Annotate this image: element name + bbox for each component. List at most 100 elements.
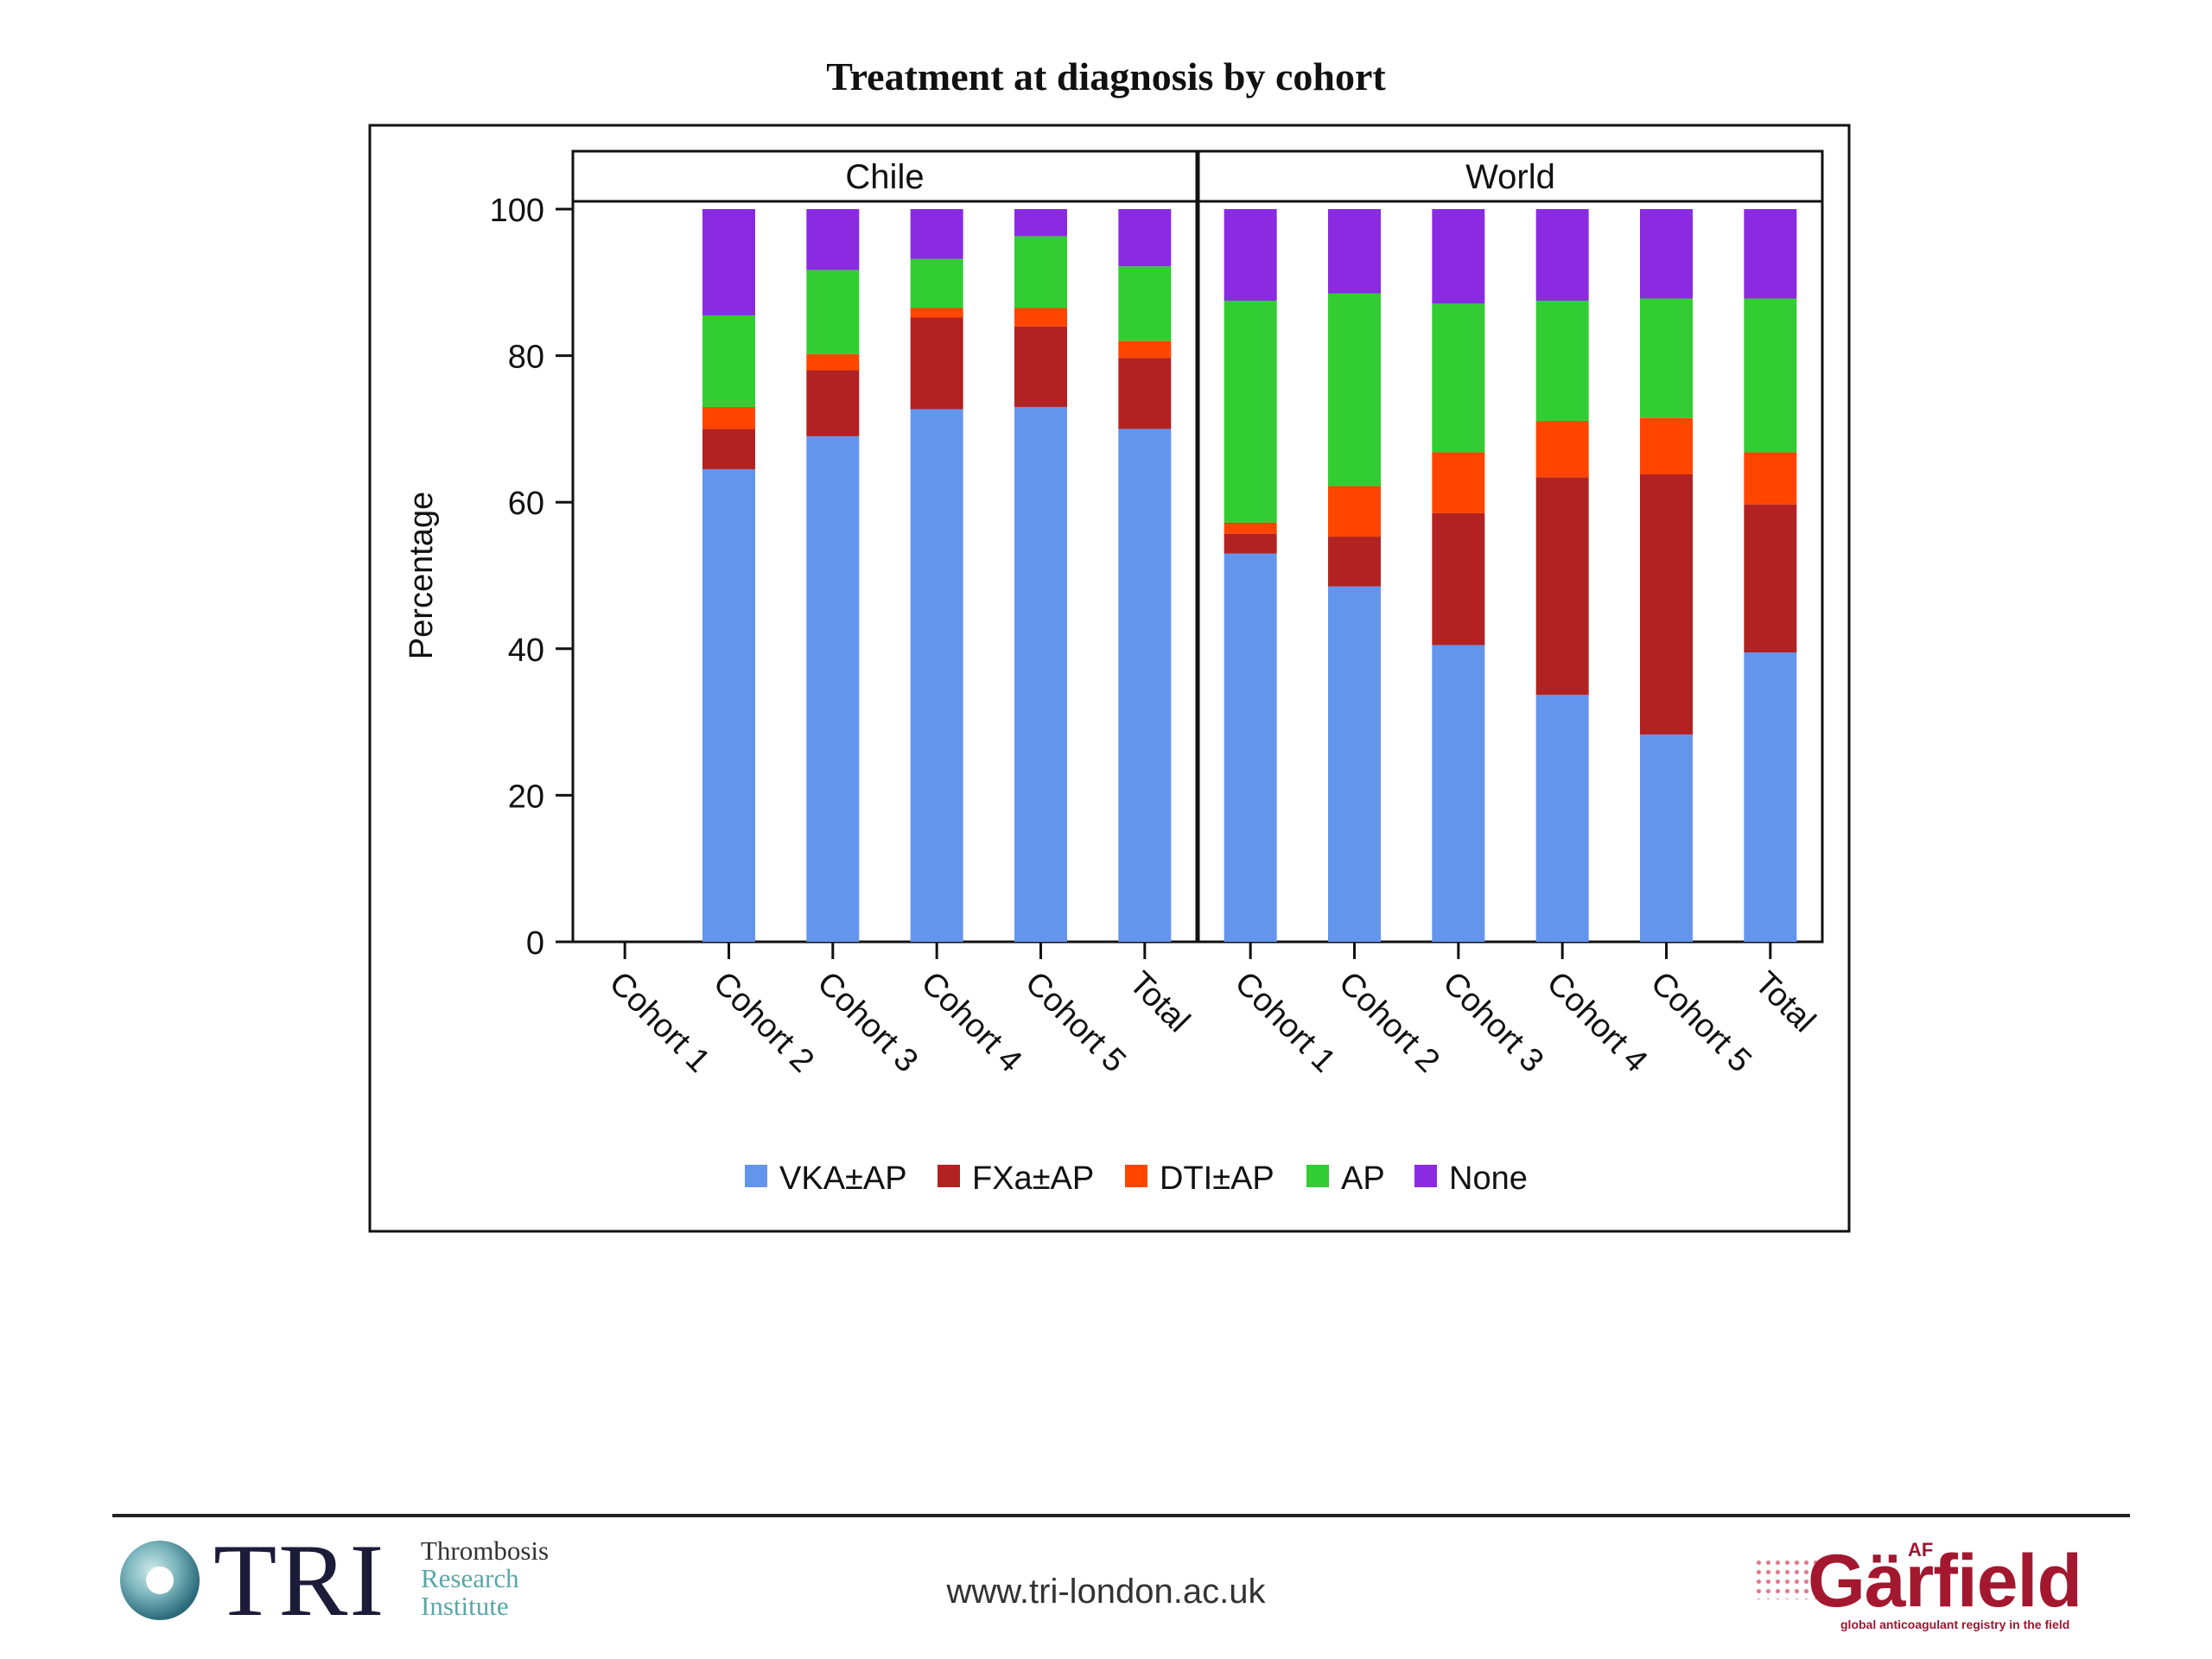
bar-segment: [1432, 209, 1485, 304]
y-tick-label: 80: [508, 340, 544, 376]
bar-segment: [702, 469, 755, 942]
garfield-tagline: global anticoagulant registry in the fie…: [1840, 1618, 2070, 1631]
bar-segment: [910, 317, 963, 410]
bar-segment: [806, 370, 860, 436]
x-tick-label: Cohort 2: [706, 965, 821, 1080]
garfield-logo: AF Gärfield global anticoagulant registr…: [1754, 1534, 2117, 1637]
tri-logo: TRI Thrombosis Research Institute: [117, 1529, 566, 1642]
bar-segment: [1744, 452, 1797, 505]
bar-segment: [910, 308, 963, 318]
bar-segment: [702, 406, 755, 429]
garfield-af-prefix: AF: [1908, 1539, 1934, 1560]
legend-swatch: [1306, 1165, 1329, 1187]
bar-segment: [1432, 452, 1485, 513]
bar-segment: [1744, 652, 1797, 942]
chart-title: Treatment at diagnosis by cohort: [826, 54, 1386, 99]
legend-label: DTI±AP: [1160, 1160, 1274, 1197]
bar-segment: [1432, 303, 1485, 453]
x-tick-label: Cohort 5: [1643, 965, 1758, 1080]
bar-segment: [1118, 209, 1172, 267]
bar-segment: [1535, 301, 1589, 422]
bar-segment: [1328, 209, 1381, 294]
tri-subtitle-line: Thrombosis: [421, 1535, 550, 1566]
x-tick-label: Cohort 4: [1540, 965, 1655, 1080]
bar-segment: [1224, 522, 1277, 534]
bar-segment: [1744, 504, 1797, 653]
bar-segment: [1224, 553, 1277, 942]
panel-strip: [1197, 149, 1824, 203]
footer-url: www.tri-london.ac.uk: [946, 1573, 1266, 1611]
y-tick-label: 0: [526, 925, 544, 962]
bar-segment: [806, 270, 860, 354]
bar-segment: [806, 209, 860, 270]
garfield-dots-icon: [1754, 1558, 1819, 1599]
legend-label: AP: [1341, 1160, 1385, 1197]
garfield-name: Gärfield: [1808, 1540, 2082, 1623]
footer-divider: [112, 1514, 2130, 1517]
bar-segment: [806, 353, 860, 371]
panel-border: [1197, 200, 1824, 944]
bar-segment: [702, 209, 755, 315]
x-tick-label: Cohort 5: [1018, 965, 1133, 1080]
legend-swatch: [1414, 1165, 1437, 1187]
bar-segment: [1328, 537, 1381, 587]
x-tick-label: Total: [1122, 965, 1196, 1039]
x-tick-label: Cohort 3: [810, 965, 925, 1080]
bar-segment: [1328, 586, 1381, 942]
x-tick-label: Cohort 1: [1228, 965, 1343, 1080]
x-tick-label: Cohort 2: [1332, 965, 1446, 1080]
bar-segment: [1224, 533, 1277, 554]
tri-logo-subtitle: Thrombosis Research Institute: [421, 1537, 549, 1620]
x-tick-label: Cohort 1: [602, 965, 717, 1080]
x-tick-label: Cohort 3: [1435, 965, 1550, 1080]
panel-strip-label: Chile: [845, 158, 924, 196]
x-tick-label: Cohort 4: [914, 965, 1029, 1080]
bar-segment: [910, 258, 963, 308]
bar-segment: [702, 429, 755, 470]
bar-segment: [1535, 209, 1589, 301]
bar-segment: [1328, 486, 1381, 537]
bar-segment: [1640, 474, 1693, 735]
bar-segment: [1432, 512, 1485, 645]
y-axis-label: Percentage: [404, 492, 440, 659]
tri-subtitle-line: Institute: [421, 1591, 509, 1621]
y-tick-label: 60: [508, 486, 544, 522]
legend-label: FXa±AP: [972, 1160, 1094, 1197]
panel-border: [571, 200, 1198, 944]
panel-strip: [571, 149, 1198, 203]
bar-segment: [1014, 406, 1067, 943]
y-tick-label: 40: [508, 632, 544, 669]
legend-swatch: [938, 1165, 960, 1187]
bar-segment: [1224, 301, 1277, 523]
bar-segment: [1224, 209, 1277, 301]
tri-logo-text: TRI: [213, 1522, 386, 1637]
bar-segment: [1640, 417, 1693, 474]
bar-segment: [1640, 209, 1693, 299]
bar-segment: [910, 409, 963, 942]
bar-segment: [1014, 236, 1067, 308]
legend-label: VKA±AP: [779, 1160, 907, 1197]
bar-segment: [1014, 209, 1067, 237]
bar-segment: [1432, 645, 1485, 942]
y-tick-label: 100: [490, 193, 544, 229]
bar-segment: [1118, 429, 1172, 942]
bar-segment: [1014, 308, 1067, 327]
tri-ring-icon: [120, 1541, 200, 1620]
bar-segment: [1118, 340, 1172, 359]
bar-segment: [1640, 298, 1693, 418]
bar-segment: [910, 209, 963, 259]
bar-segment: [1744, 298, 1797, 453]
bar-segment: [1014, 326, 1067, 407]
bar-segment: [1118, 266, 1172, 341]
bar-segment: [1535, 477, 1589, 696]
legend-label: None: [1449, 1160, 1528, 1197]
tri-subtitle-line: Research: [421, 1563, 519, 1593]
legend-swatch: [1125, 1165, 1147, 1187]
x-tick-label: Total: [1747, 965, 1821, 1039]
bar-segment: [1118, 358, 1172, 429]
bar-segment: [1328, 293, 1381, 486]
bar-segment: [702, 315, 755, 407]
bar-segment: [806, 435, 860, 942]
bar-segment: [1640, 734, 1693, 942]
